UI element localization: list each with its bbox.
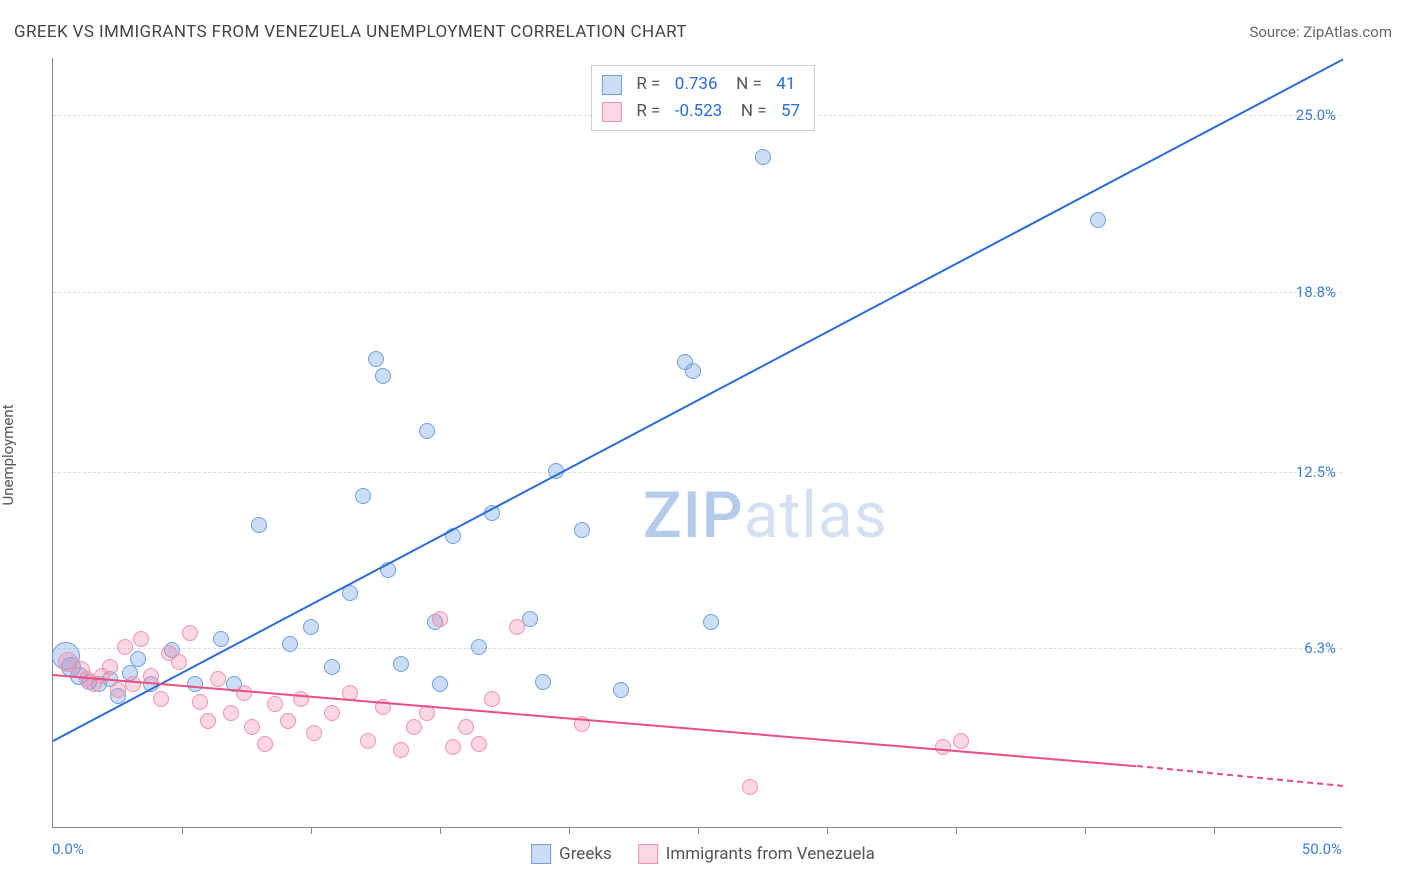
data-point-venezuela bbox=[306, 725, 322, 741]
y-tick-label: 12.5% bbox=[1296, 463, 1336, 481]
data-point-greeks bbox=[432, 676, 448, 692]
data-point-greeks bbox=[303, 619, 319, 635]
y-axis-label: Unemployment bbox=[0, 404, 17, 505]
data-point-venezuela bbox=[484, 691, 500, 707]
data-point-venezuela bbox=[182, 625, 198, 641]
data-point-greeks bbox=[471, 639, 487, 655]
legend-item-greeks: Greeks bbox=[531, 844, 612, 864]
series-legend: Greeks Immigrants from Venezuela bbox=[531, 844, 875, 864]
data-point-venezuela bbox=[102, 659, 118, 675]
data-point-venezuela bbox=[393, 742, 409, 758]
data-point-venezuela bbox=[509, 619, 525, 635]
data-point-greeks bbox=[685, 363, 701, 379]
source-label: Source: ZipAtlas.com bbox=[1249, 23, 1392, 41]
data-point-greeks bbox=[1090, 212, 1106, 228]
data-point-venezuela bbox=[153, 691, 169, 707]
legend-label-greeks: Greeks bbox=[559, 844, 612, 864]
data-point-greeks bbox=[130, 651, 146, 667]
legend-swatch-greeks bbox=[602, 75, 622, 95]
data-point-venezuela bbox=[324, 705, 340, 721]
x-axis-max-label: 50.0% bbox=[1302, 840, 1342, 858]
data-point-greeks bbox=[282, 636, 298, 652]
data-point-venezuela bbox=[432, 611, 448, 627]
legend-swatch-venezuela bbox=[638, 844, 658, 864]
x-axis-min-label: 0.0% bbox=[52, 840, 84, 858]
gridline bbox=[53, 472, 1342, 473]
legend-label-venezuela: Immigrants from Venezuela bbox=[666, 844, 875, 864]
y-tick-label: 18.8% bbox=[1296, 283, 1336, 301]
data-point-venezuela bbox=[471, 736, 487, 752]
data-point-venezuela bbox=[257, 736, 273, 752]
data-point-venezuela bbox=[171, 654, 187, 670]
chart-title: GREEK VS IMMIGRANTS FROM VENEZUELA UNEMP… bbox=[14, 22, 687, 42]
data-point-venezuela bbox=[244, 719, 260, 735]
data-point-venezuela bbox=[935, 739, 951, 755]
gridline bbox=[53, 292, 1342, 293]
data-point-venezuela bbox=[953, 733, 969, 749]
data-point-venezuela bbox=[445, 739, 461, 755]
data-point-venezuela bbox=[200, 713, 216, 729]
x-tick bbox=[827, 827, 828, 834]
legend-item-venezuela: Immigrants from Venezuela bbox=[638, 844, 875, 864]
x-tick bbox=[1085, 827, 1086, 834]
data-point-greeks bbox=[574, 522, 590, 538]
data-point-venezuela bbox=[280, 713, 296, 729]
data-point-venezuela bbox=[192, 694, 208, 710]
data-point-venezuela bbox=[133, 631, 149, 647]
legend-row-greeks: R = 0.736 N = 41 bbox=[602, 71, 800, 98]
data-point-greeks bbox=[703, 614, 719, 630]
data-point-greeks bbox=[419, 423, 435, 439]
legend-swatch-venezuela bbox=[602, 102, 622, 122]
x-tick bbox=[311, 827, 312, 834]
data-point-greeks bbox=[324, 659, 340, 675]
correlation-legend: R = 0.736 N = 41 R = -0.523 N = 57 bbox=[591, 65, 815, 131]
watermark: ZIPatlas bbox=[643, 478, 888, 553]
x-tick bbox=[182, 827, 183, 834]
data-point-venezuela bbox=[267, 696, 283, 712]
data-point-greeks bbox=[613, 682, 629, 698]
data-point-venezuela bbox=[236, 685, 252, 701]
gridline bbox=[53, 648, 1342, 649]
data-point-greeks bbox=[368, 351, 384, 367]
x-tick bbox=[956, 827, 957, 834]
data-point-greeks bbox=[375, 368, 391, 384]
y-tick-label: 6.3% bbox=[1304, 639, 1336, 657]
data-point-venezuela bbox=[210, 671, 226, 687]
data-point-greeks bbox=[187, 676, 203, 692]
data-point-venezuela bbox=[406, 719, 422, 735]
x-tick bbox=[698, 827, 699, 834]
x-tick bbox=[569, 827, 570, 834]
data-point-greeks bbox=[393, 656, 409, 672]
trend-line-greeks bbox=[53, 58, 1344, 741]
data-point-greeks bbox=[213, 631, 229, 647]
data-point-venezuela bbox=[458, 719, 474, 735]
x-tick bbox=[440, 827, 441, 834]
data-point-venezuela bbox=[117, 639, 133, 655]
trend-line-dashed-venezuela bbox=[1136, 765, 1343, 787]
x-tick bbox=[1214, 827, 1215, 834]
data-point-venezuela bbox=[360, 733, 376, 749]
data-point-venezuela bbox=[223, 705, 239, 721]
plot-area: ZIPatlas 6.3% 12.5% 18.8% 25.0% bbox=[52, 58, 1342, 828]
legend-row-venezuela: R = -0.523 N = 57 bbox=[602, 98, 800, 125]
legend-swatch-greeks bbox=[531, 844, 551, 864]
data-point-greeks bbox=[535, 674, 551, 690]
data-point-greeks bbox=[755, 149, 771, 165]
data-point-venezuela bbox=[742, 779, 758, 795]
data-point-venezuela bbox=[110, 682, 126, 698]
y-tick-label: 25.0% bbox=[1296, 106, 1336, 124]
data-point-greeks bbox=[251, 517, 267, 533]
data-point-venezuela bbox=[293, 691, 309, 707]
data-point-greeks bbox=[355, 488, 371, 504]
data-point-venezuela bbox=[125, 676, 141, 692]
